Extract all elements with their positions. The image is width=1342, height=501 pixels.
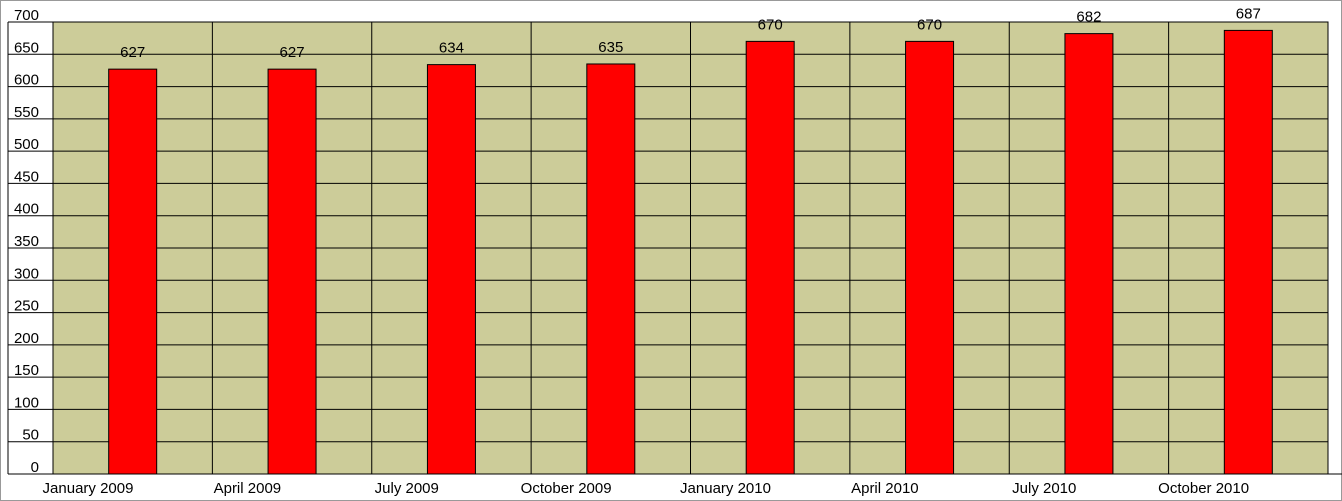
value-label: 634 (439, 40, 464, 57)
y-tick-label: 300 (14, 265, 39, 282)
value-label: 627 (120, 44, 145, 61)
bar (745, 40, 795, 475)
x-tick-label: January 2009 (43, 480, 134, 497)
y-tick-label: 0 (31, 459, 39, 476)
y-tick-label: 50 (22, 427, 39, 444)
value-label: 682 (1076, 9, 1101, 26)
y-tick-label: 350 (14, 233, 39, 250)
value-label: 627 (280, 44, 305, 61)
y-tick-label: 250 (14, 298, 39, 315)
bar (1064, 33, 1114, 475)
bar (267, 68, 317, 475)
bar (586, 63, 636, 475)
x-tick-label: October 2009 (521, 480, 612, 497)
y-tick-label: 100 (14, 394, 39, 411)
x-tick-label: January 2010 (680, 480, 771, 497)
value-label: 670 (758, 16, 783, 33)
y-tick-label: 650 (14, 39, 39, 56)
y-tick-label: 550 (14, 104, 39, 121)
y-tick-label: 150 (14, 362, 39, 379)
value-label: 687 (1236, 5, 1261, 22)
value-label: 670 (917, 16, 942, 33)
y-tick-label: 700 (14, 7, 39, 24)
y-tick-label: 450 (14, 168, 39, 185)
value-label: 635 (598, 39, 623, 56)
y-tick-label: 500 (14, 136, 39, 153)
bar (426, 64, 476, 475)
y-tick-label: 600 (14, 72, 39, 89)
bar (1223, 29, 1273, 475)
x-tick-label: April 2010 (851, 480, 919, 497)
x-tick-label: April 2009 (214, 480, 282, 497)
y-tick-label: 200 (14, 330, 39, 347)
x-tick-label: October 2010 (1158, 480, 1249, 497)
x-tick-label: July 2009 (375, 480, 439, 497)
bar (108, 68, 158, 475)
y-tick-label: 400 (14, 201, 39, 218)
x-tick-label: July 2010 (1012, 480, 1076, 497)
bar (905, 40, 955, 475)
